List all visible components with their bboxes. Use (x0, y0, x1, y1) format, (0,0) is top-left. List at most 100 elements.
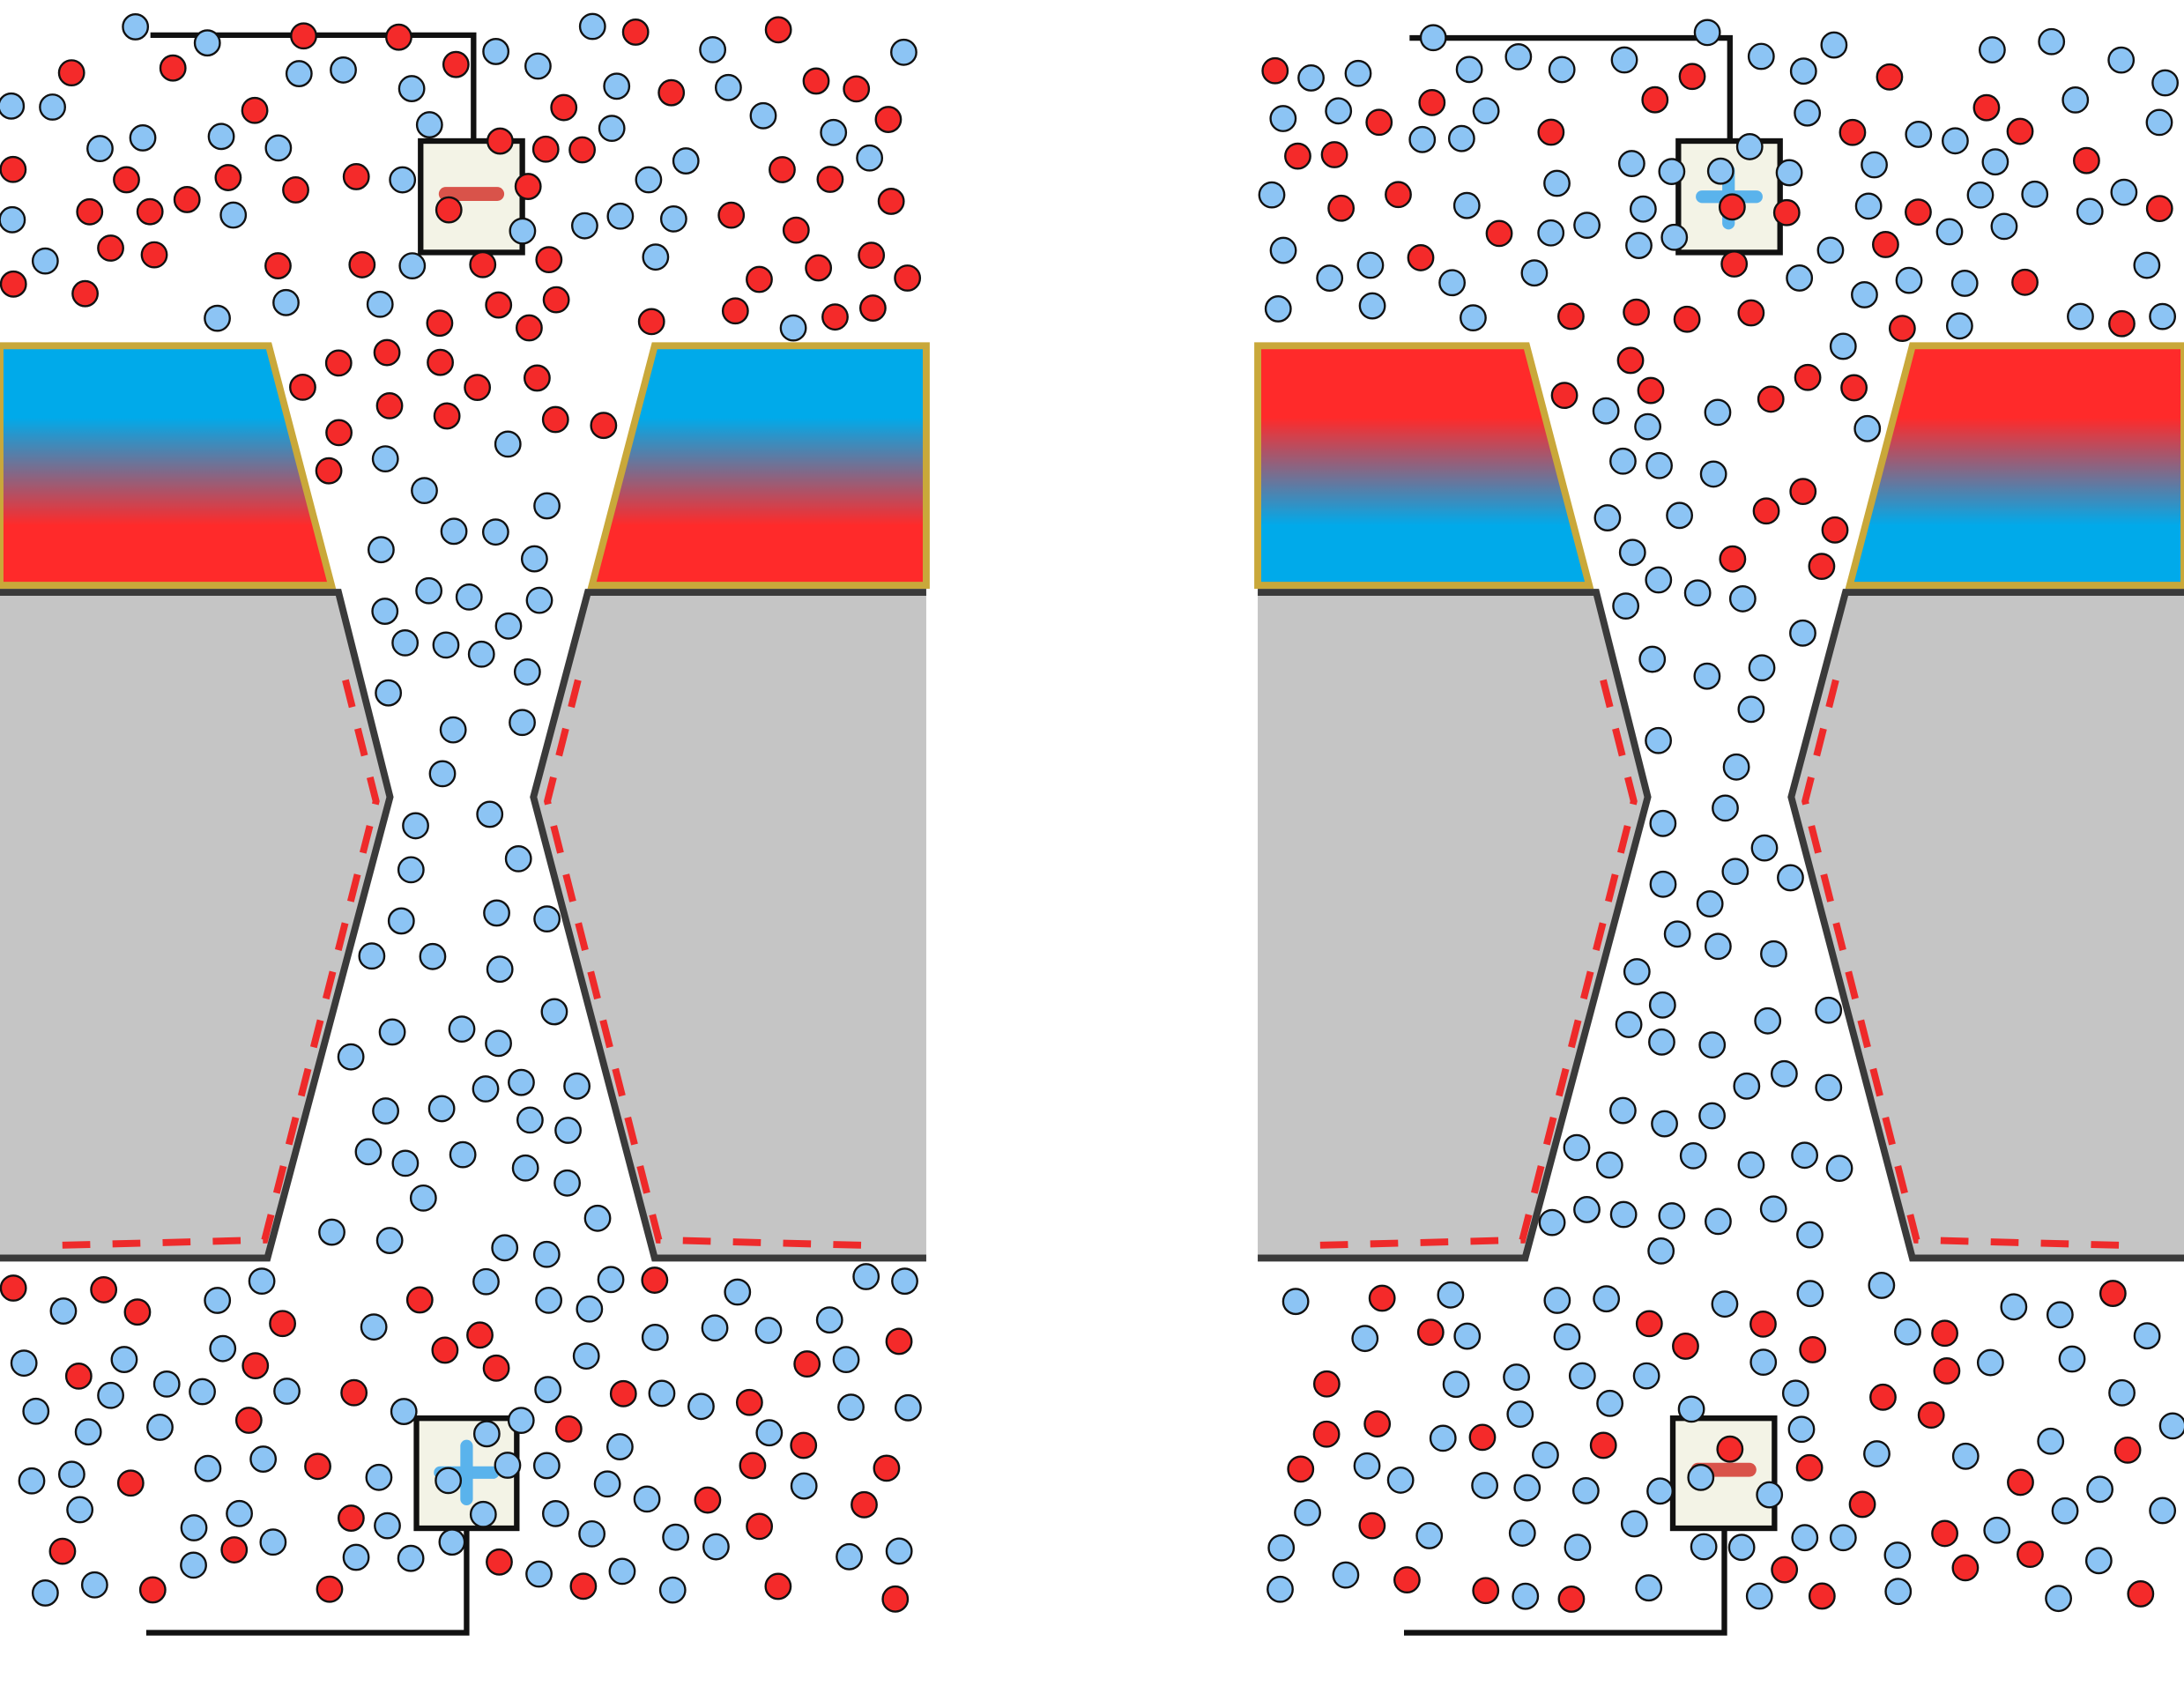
anion (533, 905, 561, 933)
anion (18, 1467, 46, 1495)
anion (2061, 85, 2090, 114)
cation (304, 1452, 331, 1481)
anion (1693, 662, 1721, 690)
anion (1543, 1287, 1571, 1314)
electrode-layer (1845, 342, 2184, 590)
cation (1616, 346, 1645, 375)
anion (1269, 105, 1297, 132)
anion (375, 1227, 404, 1254)
anion (1646, 1477, 1674, 1505)
cation (1385, 181, 1412, 209)
cation (1972, 93, 2001, 122)
cation (1917, 1401, 1945, 1430)
cation (0, 1274, 27, 1302)
anion (2107, 46, 2136, 74)
anion (525, 586, 553, 614)
anion (440, 517, 468, 546)
cation (1261, 56, 1289, 85)
cation (2127, 1580, 2155, 1608)
anion (2086, 1475, 2113, 1504)
anion (1883, 1541, 1912, 1569)
anion (1452, 191, 1481, 219)
cation (427, 348, 454, 376)
anion (494, 1452, 522, 1479)
cation (234, 1407, 263, 1434)
cation (1931, 1519, 1958, 1548)
cation (282, 176, 309, 204)
cation (1931, 1319, 1958, 1348)
anion (494, 612, 523, 640)
anion (754, 1317, 783, 1344)
cation (1749, 1310, 1777, 1338)
anion (1610, 46, 1638, 74)
anion (1935, 218, 1964, 246)
anion (1264, 295, 1292, 323)
cation (1637, 376, 1665, 405)
anion (1634, 412, 1662, 441)
anion (1460, 304, 1487, 332)
anion (1660, 223, 1689, 251)
anion (2145, 108, 2173, 137)
cation (214, 164, 242, 191)
anion (1677, 1395, 1705, 1423)
anion (2000, 1293, 2028, 1321)
anion (1297, 64, 1325, 92)
anion (2076, 197, 2104, 226)
anion (1438, 269, 1467, 297)
membrane-edge (1787, 589, 2184, 1262)
anion (372, 1097, 399, 1125)
anion (1648, 991, 1676, 1019)
anion (641, 1324, 669, 1351)
anion (129, 124, 157, 152)
anion (194, 1454, 222, 1482)
anion (1595, 1151, 1623, 1179)
anion (390, 1398, 418, 1425)
anion (1698, 1031, 1727, 1059)
anion (22, 1397, 50, 1425)
anion (701, 1314, 729, 1342)
anion (272, 288, 300, 316)
cation (1869, 1383, 1897, 1411)
cation (2011, 268, 2039, 296)
anion (486, 955, 514, 984)
anion (593, 1470, 621, 1498)
cation (1472, 1577, 1500, 1605)
anion (387, 907, 415, 935)
anion (1698, 1102, 1726, 1130)
anion (2037, 1427, 2065, 1455)
anion (1442, 1370, 1470, 1399)
cation (621, 19, 650, 46)
anion (0, 205, 26, 234)
cation (851, 1490, 878, 1519)
anion (398, 252, 427, 280)
anion (1737, 1151, 1765, 1179)
cation (2108, 309, 2136, 338)
anion (1658, 1202, 1686, 1229)
anion (885, 1537, 913, 1565)
anion (1471, 1472, 1499, 1499)
anion (583, 1204, 612, 1232)
anion (1789, 57, 1817, 85)
anion (1538, 1208, 1566, 1237)
cation (1888, 315, 1916, 343)
cation (1737, 299, 1765, 327)
anion (1981, 148, 2009, 176)
cation (746, 265, 773, 293)
anion (1786, 264, 1814, 292)
anion (1573, 1196, 1601, 1223)
anion (1749, 1348, 1778, 1377)
anion (1894, 1318, 1921, 1346)
anion (39, 93, 66, 121)
anion (337, 1043, 365, 1071)
anion (749, 101, 777, 130)
cation (2145, 195, 2173, 223)
cation (569, 1572, 598, 1601)
cation (466, 1321, 494, 1349)
anion (1532, 1441, 1559, 1469)
cation (1871, 231, 1899, 258)
anion (553, 1169, 581, 1197)
cation (486, 127, 514, 155)
anion (532, 1452, 561, 1480)
cation (1795, 1453, 1824, 1482)
anion (1658, 158, 1686, 186)
